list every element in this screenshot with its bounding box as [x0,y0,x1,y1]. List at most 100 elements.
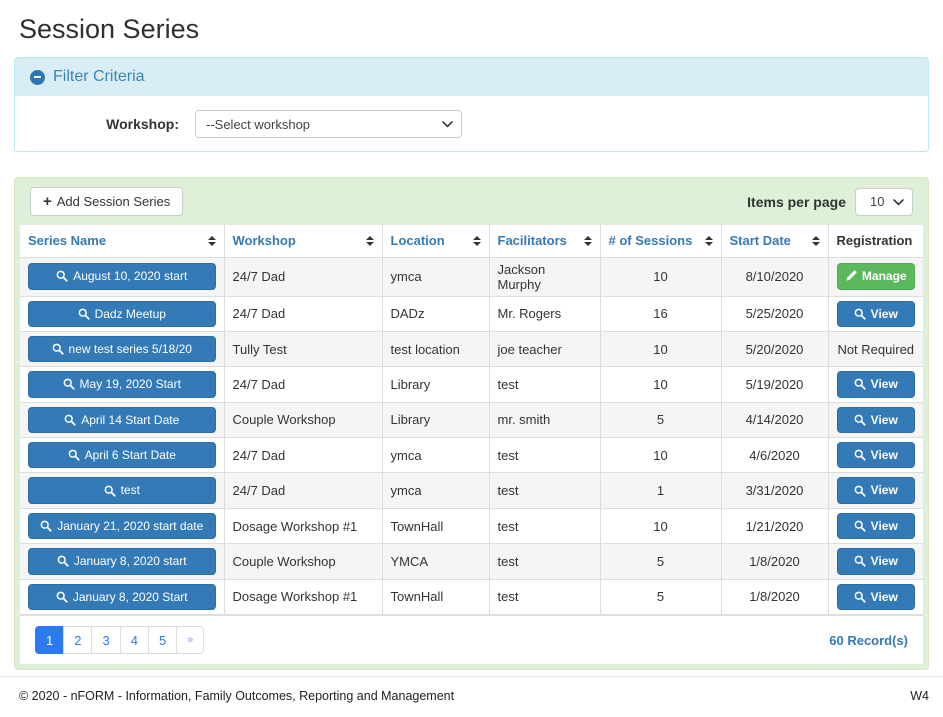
location-cell: YMCA [382,543,490,580]
series-name-button[interactable]: January 8, 2020 Start [28,583,216,611]
table-row: January 8, 2020 start Couple Workshop YMCA… [20,543,923,580]
session-series-panel: + Add Session Series Items per page 10 [14,177,929,671]
sort-icon [811,235,820,246]
view-registration-button[interactable]: View [836,406,915,434]
workshop-cell: Couple Workshop [224,543,383,580]
magnifier-icon [40,520,52,532]
series-name-label: test [120,483,140,498]
column-header-of-sessions[interactable]: # of Sessions [600,225,722,258]
registration-cell: View [828,437,923,474]
registration-cell: View [828,366,923,403]
facilitators-cell: mr. smith [489,402,601,439]
table-row: April 14 Start Date Couple Workshop Librar… [20,402,923,439]
column-header-facilitators[interactable]: Facilitators [489,225,601,258]
pagination-page-5[interactable]: 5 [147,626,178,655]
magnifier-icon [104,485,116,497]
sort-icon [207,235,216,246]
workshop-cell: Dosage Workshop #1 [224,579,383,616]
magnifier-icon [854,449,866,461]
series-name-button[interactable]: August 10, 2020 start [28,263,216,290]
table-body: August 10, 2020 start 24/7 Dad ymca Jackson… [20,257,923,616]
collapse-minus-icon[interactable] [30,69,45,85]
view-registration-button[interactable]: View [836,371,915,398]
view-registration-button[interactable]: View [836,583,915,611]
series-name-button[interactable]: test [28,477,216,504]
workshop-select[interactable]: --Select workshop [195,110,462,138]
series-name-button[interactable]: May 19, 2020 Start [28,371,216,398]
series-name-button[interactable]: April 14 Start Date [28,406,216,434]
sort-icon [365,235,374,246]
view-registration-button[interactable]: View [836,442,915,469]
footer-copyright: © 2020 - nFORM - Information, Family Out… [19,689,455,703]
sessions-cell: 10 [600,508,722,545]
record-count: 60 Record(s) [829,632,908,648]
registration-cell: View [828,296,923,332]
sort-icon [704,235,713,246]
pagination-page-4[interactable]: 4 [119,626,149,655]
column-header-workshop[interactable]: Workshop [224,225,383,258]
series-name-label: January 21, 2020 start date [57,518,204,533]
column-header-series-name[interactable]: Series Name [20,225,225,258]
pagination-page-1[interactable]: 1 [35,626,65,655]
magnifier-icon [854,308,866,320]
view-registration-button[interactable]: View [836,477,915,504]
manage-registration-button[interactable]: Manage [836,263,915,290]
start-date-cell: 1/8/2020 [721,543,829,580]
workshop-cell: Tully Test [224,331,383,368]
table-row: August 10, 2020 start 24/7 Dad ymca Jackson… [20,257,923,297]
series-name-label: May 19, 2020 Start [79,377,181,392]
view-registration-button[interactable]: View [836,300,915,327]
series-name-button[interactable]: new test series 5/18/20 [28,335,216,363]
add-session-series-button[interactable]: + Add Session Series [30,187,184,216]
series-name-label: new test series 5/18/20 [68,341,192,356]
sessions-cell: 5 [600,579,722,616]
sessions-cell: 5 [600,543,722,580]
start-date-cell: 5/20/2020 [721,331,829,368]
table-header-row: Series Name Workshop Location Facilitators #… [20,225,923,258]
series-name-button[interactable]: Dadz Meetup [28,300,216,327]
facilitators-cell: test [489,437,601,474]
series-name-button[interactable]: January 21, 2020 start date [28,512,216,540]
series-name-label: Dadz Meetup [94,306,166,321]
page-title: Session Series [19,14,200,44]
filter-panel-header[interactable]: Filter Criteria [15,58,928,96]
table-row: Dadz Meetup 24/7 Dad DADz Mr. Rogers 16 5/25/… [20,296,923,332]
facilitators-cell: joe teacher [489,331,601,368]
sessions-cell: 10 [600,437,722,474]
column-label: Registration [836,233,913,249]
add-session-series-label: Add Session Series [56,194,171,209]
column-header-start-date[interactable]: Start Date [721,225,829,258]
pagination-page-2[interactable]: 2 [63,626,93,655]
site-footer: © 2020 - nFORM - Information, Family Out… [0,676,943,717]
sessions-cell: 5 [600,402,722,439]
series-name-button[interactable]: April 6 Start Date [28,442,216,469]
pagination-next-button[interactable]: » [176,626,205,655]
view-registration-button[interactable]: View [836,548,915,575]
location-cell: TownHall [382,508,490,545]
magnifier-icon [63,379,75,391]
filter-panel-title: Filter Criteria [53,68,145,85]
registration-cell: Manage [828,257,923,297]
pagination-page-3[interactable]: 3 [91,626,121,655]
facilitators-cell: test [489,472,601,509]
column-label: Workshop [232,233,296,249]
sessions-cell: 10 [600,366,722,403]
location-cell: DADz [382,296,490,332]
footer-right-text: W4 [910,689,929,703]
table-row: May 19, 2020 Start 24/7 Dad Library test 10 5… [20,366,923,403]
workshop-label: Workshop: [106,116,179,132]
pagination: 1 2 3 4 5» [35,626,205,655]
column-header-location[interactable]: Location [382,225,490,258]
start-date-cell: 3/31/2020 [721,472,829,509]
series-name-button[interactable]: January 8, 2020 start [28,548,216,575]
items-per-page-select[interactable]: 10 [855,187,913,216]
location-cell: ymca [382,472,490,509]
registration-cell: View [828,579,923,616]
view-registration-button[interactable]: View [836,512,915,540]
location-cell: ymca [382,437,490,474]
magnifier-icon [56,591,68,603]
facilitators-cell: Mr. Rogers [489,296,601,332]
table-row: April 6 Start Date 24/7 Dad ymca test 10 4/6/… [20,437,923,474]
session-series-table: Series Name Workshop Location Facilitators #… [20,225,923,616]
registration-button-label: View [870,483,898,498]
